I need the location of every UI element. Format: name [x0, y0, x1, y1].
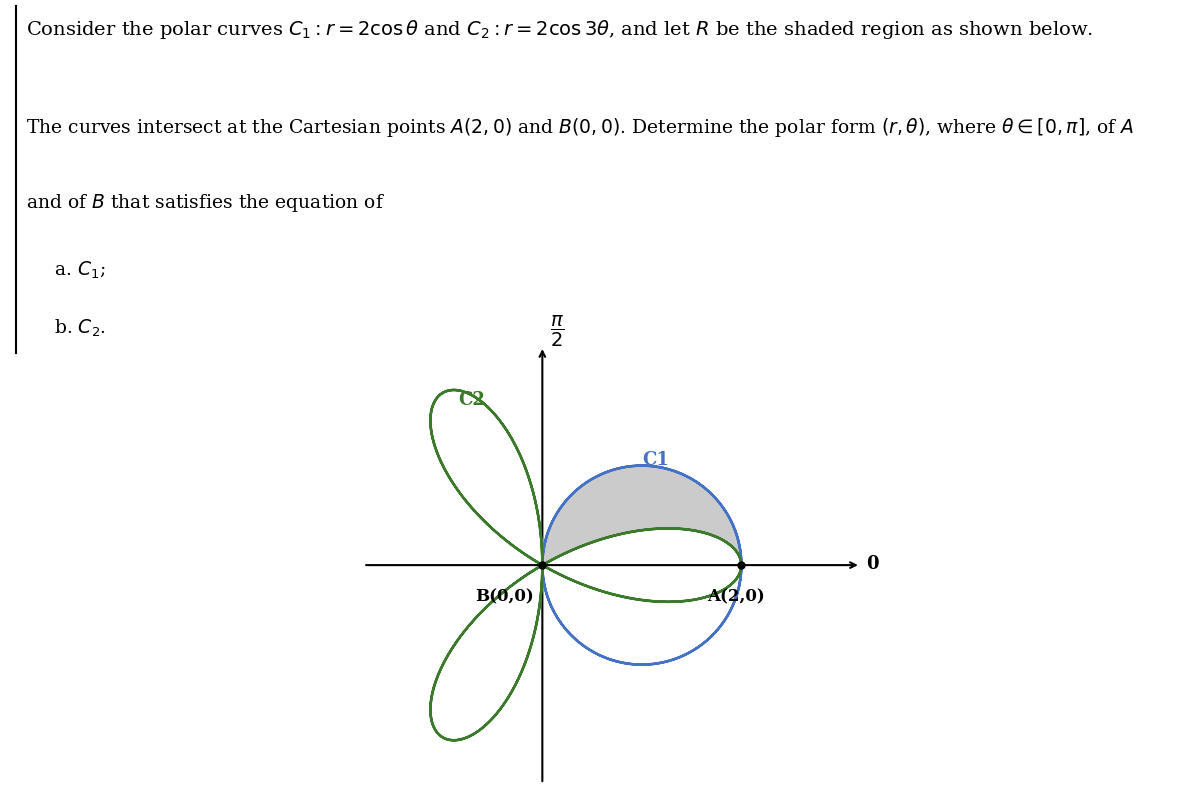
Text: a. $C_1$;: a. $C_1$;	[54, 260, 106, 282]
Text: b. $C_2$.: b. $C_2$.	[54, 318, 106, 339]
Polygon shape	[542, 466, 742, 565]
Text: and of $B$ that satisfies the equation of: and of $B$ that satisfies the equation o…	[26, 191, 385, 213]
Text: The curves intersect at the Cartesian points $A(2,0)$ and $B(0,0)$. Determine th: The curves intersect at the Cartesian po…	[26, 115, 1134, 139]
Text: C2: C2	[457, 391, 485, 408]
Text: 0: 0	[865, 554, 878, 573]
Text: B(0,0): B(0,0)	[475, 587, 534, 604]
Text: $\dfrac{\pi}{2}$: $\dfrac{\pi}{2}$	[551, 314, 565, 349]
Text: C1: C1	[642, 450, 668, 468]
Text: Consider the polar curves $C_1 : r = 2\cos\theta$ and $C_2 : r = 2\cos 3\theta$,: Consider the polar curves $C_1 : r = 2\c…	[26, 18, 1093, 41]
Text: A(2,0): A(2,0)	[708, 587, 766, 604]
